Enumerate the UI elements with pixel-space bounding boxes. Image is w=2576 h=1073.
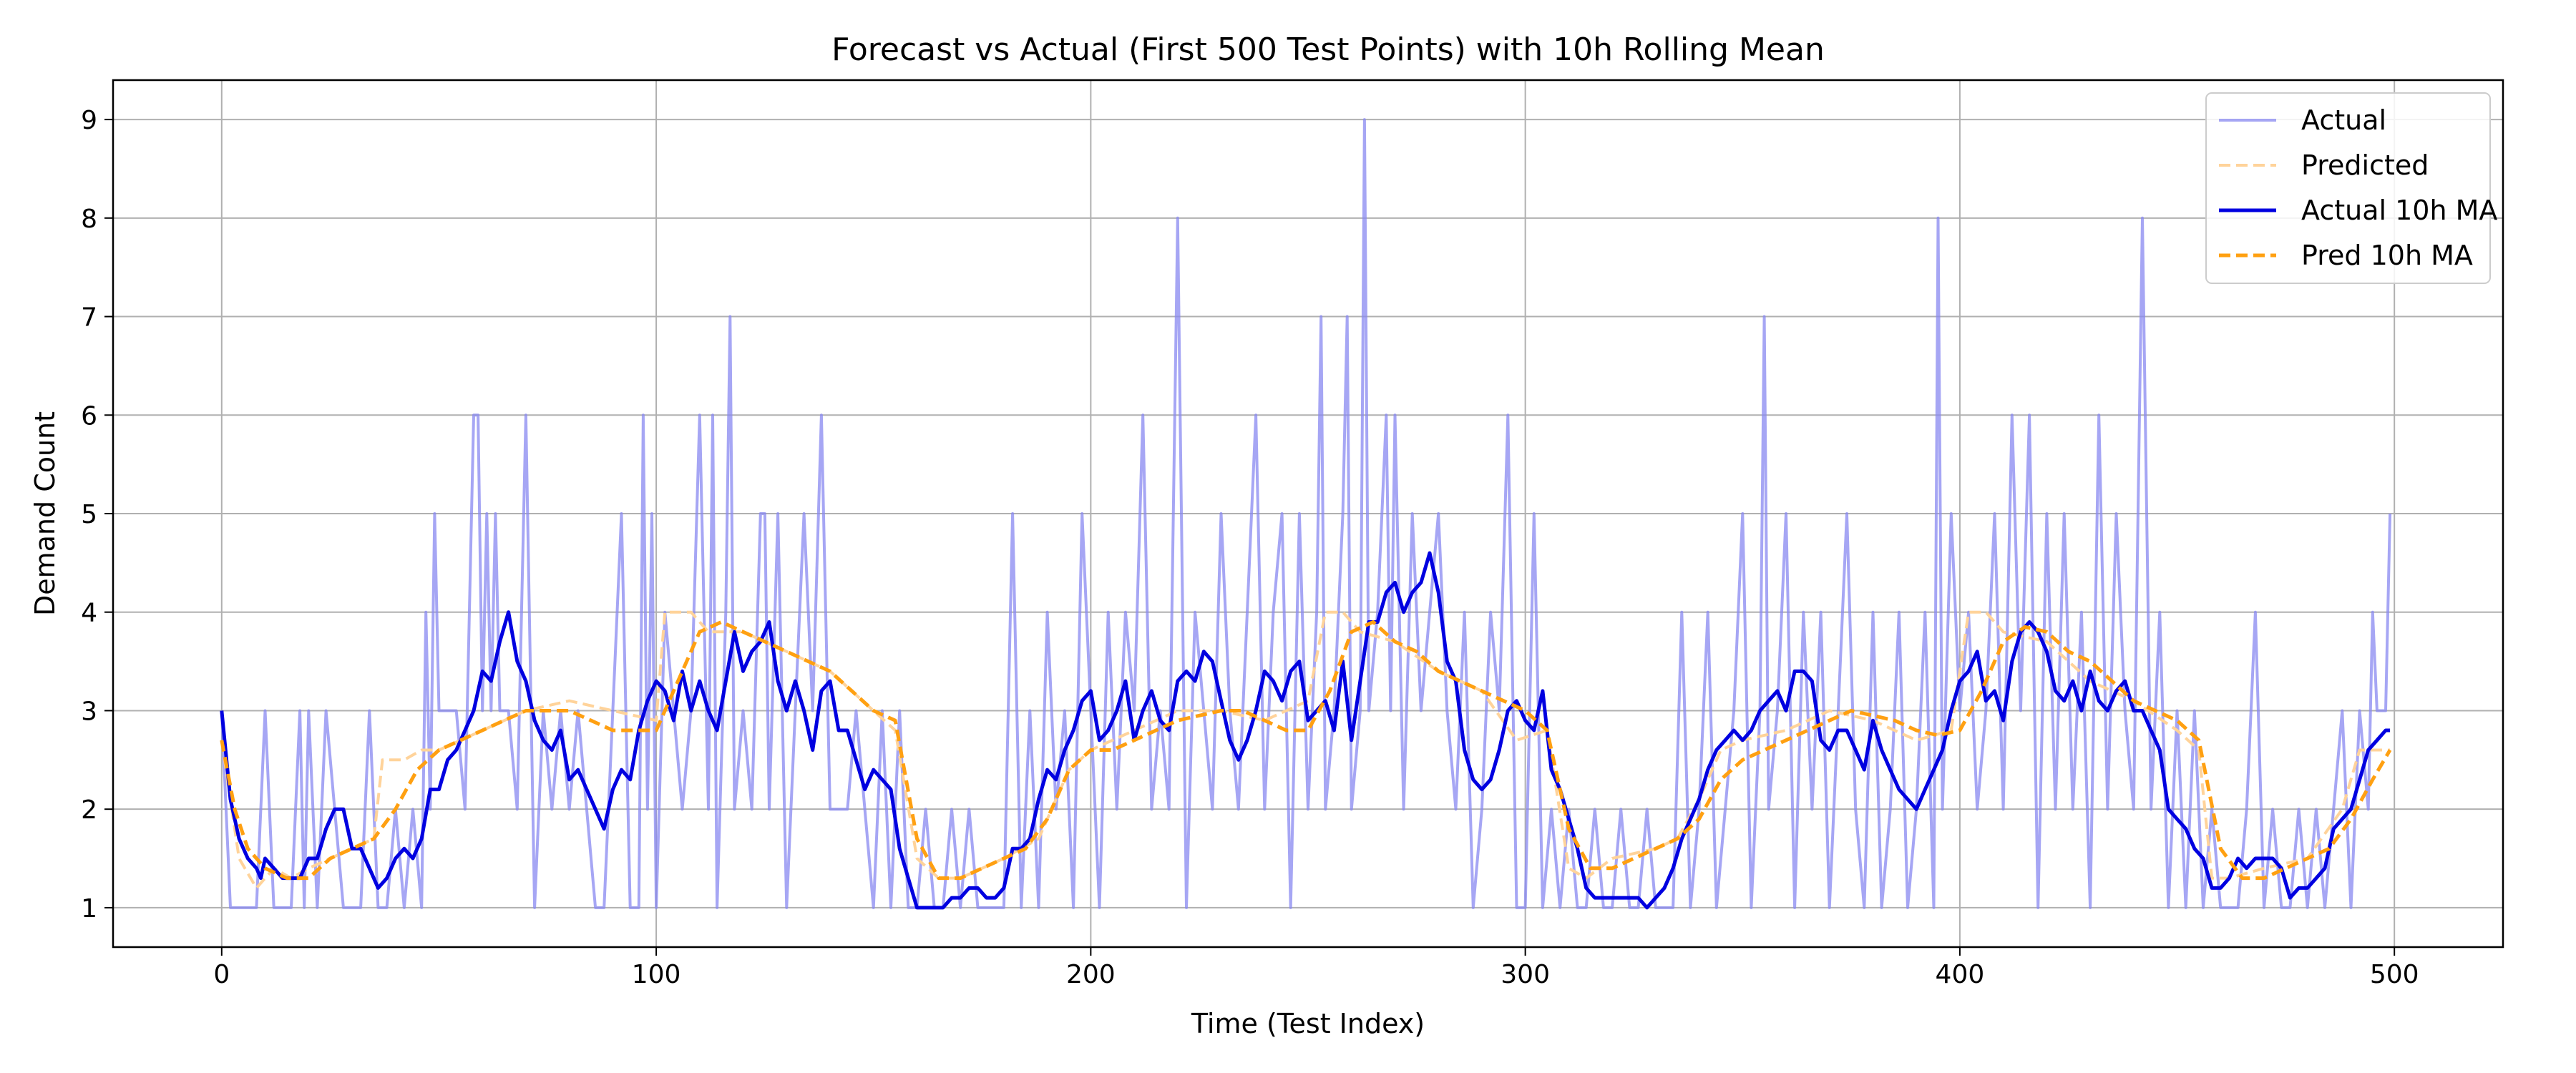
legend-label: Pred 10h MA — [2301, 240, 2473, 271]
x-axis-label: Time (Test Index) — [1191, 1008, 1425, 1039]
series-line-actual-10h-ma — [220, 551, 2391, 910]
y-axis-label: Demand Count — [29, 411, 61, 616]
legend-box — [2205, 92, 2491, 284]
y-tick-label: 2 — [81, 795, 97, 825]
y-tick-label: 4 — [81, 599, 97, 628]
x-tick-label: 300 — [1501, 960, 1550, 989]
y-axis-ticks: 1 2 3 4 5 6 7 8 9 — [81, 106, 113, 923]
chart-title: Forecast vs Actual (First 500 Test Point… — [831, 31, 1825, 68]
legend-label: Actual 10h MA — [2301, 195, 2497, 226]
y-tick-label: 3 — [81, 697, 97, 726]
y-tick-label: 1 — [81, 894, 97, 923]
series-layer — [220, 118, 2392, 910]
legend-label: Predicted — [2301, 150, 2429, 181]
y-tick-label: 5 — [81, 500, 97, 529]
y-tick-label: 8 — [81, 205, 97, 234]
series-line-pred-10h-ma — [220, 620, 2392, 881]
y-tick-label: 7 — [81, 303, 97, 333]
legend-label: Actual — [2301, 104, 2386, 136]
series-line-actual — [220, 118, 2392, 909]
x-tick-label: 500 — [2370, 960, 2419, 989]
x-tick-label: 200 — [1066, 960, 1116, 989]
x-tick-label: 100 — [632, 960, 681, 989]
x-tick-label: 0 — [213, 960, 230, 989]
x-tick-label: 400 — [1936, 960, 1985, 989]
x-axis-ticks: 0 100 200 300 400 500 — [213, 947, 2419, 989]
legend: Actual Predicted Actual 10h MA Pred 10h MA — [2205, 92, 2497, 284]
y-tick-label: 6 — [81, 401, 97, 431]
y-tick-label: 9 — [81, 106, 97, 135]
